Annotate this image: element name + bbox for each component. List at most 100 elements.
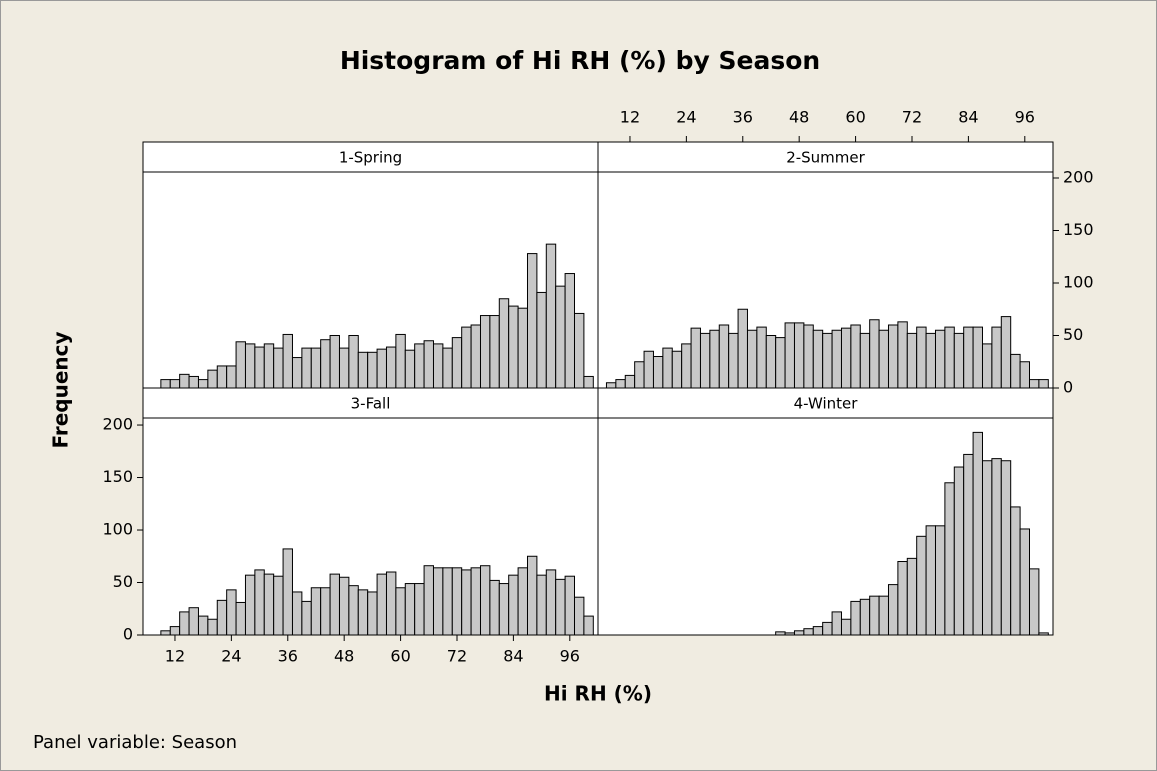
histogram-bar [207, 618, 218, 636]
histogram-bar [709, 329, 720, 389]
histogram-bar [254, 569, 265, 636]
histogram-bar [451, 337, 463, 389]
histogram-bar [963, 326, 974, 389]
histogram-bar [662, 347, 673, 389]
histogram-bar [517, 567, 528, 636]
histogram-bar [179, 373, 190, 389]
histogram-bar [756, 326, 767, 389]
histogram-bar [831, 611, 842, 636]
histogram-bar [404, 583, 416, 636]
histogram-bar [555, 285, 566, 389]
histogram-bar [291, 357, 303, 389]
histogram-bar [226, 365, 237, 389]
histogram-bar [859, 598, 871, 636]
x-tick-label: 12 [620, 108, 640, 127]
histogram-bar [953, 332, 965, 389]
histogram-bar [291, 591, 303, 636]
histogram-bar [925, 525, 936, 636]
panel-strip [142, 387, 599, 419]
histogram-bar [348, 334, 359, 389]
x-tick-label: 48 [334, 647, 354, 666]
histogram-bar [878, 329, 889, 389]
histogram-bar [897, 561, 908, 636]
histogram-bar [728, 332, 739, 389]
panel-title: 1-Spring [339, 149, 402, 167]
histogram-bar [615, 379, 626, 389]
x-tick-label: 84 [503, 647, 523, 666]
histogram-bar [991, 458, 1002, 636]
x-tick-label: 84 [958, 108, 978, 127]
histogram-bar [395, 587, 406, 636]
y-tick-label: 0 [1063, 378, 1073, 397]
histogram-bar [461, 569, 472, 636]
histogram-bar [536, 574, 547, 636]
histogram-bar [564, 273, 575, 389]
y-tick-label: 0 [123, 625, 133, 644]
histogram-bar [216, 365, 228, 389]
histogram-bar [906, 557, 918, 636]
histogram-bar [526, 555, 538, 636]
histogram-bar [1000, 316, 1012, 389]
histogram-bar [1038, 379, 1049, 389]
x-tick-label: 96 [1015, 108, 1035, 127]
histogram-bar [367, 591, 378, 636]
histogram-bar [812, 329, 824, 389]
histogram-bar [812, 626, 824, 636]
histogram-bar [273, 347, 284, 389]
histogram-bar [432, 567, 444, 636]
histogram-bar [583, 375, 594, 389]
histogram-bar [470, 567, 481, 636]
histogram-bar [972, 431, 983, 636]
histogram-bar [963, 453, 974, 636]
histogram-bar [784, 322, 795, 389]
x-tick-label: 12 [165, 647, 185, 666]
histogram-bar [887, 324, 899, 389]
histogram-bar [944, 482, 955, 636]
histogram-bar [822, 621, 833, 636]
histogram-bar [681, 343, 692, 389]
panel-title: 4-Winter [794, 395, 859, 413]
histogram-bar [991, 326, 1002, 389]
histogram-bar [263, 573, 275, 636]
histogram-bar [470, 324, 481, 389]
histogram-bar [423, 340, 434, 389]
histogram-bar [254, 346, 265, 389]
histogram-bar [385, 571, 397, 636]
x-tick-label: 24 [221, 647, 241, 666]
histogram-bar [188, 607, 199, 636]
histogram-bar [310, 347, 322, 389]
histogram-bar [916, 535, 927, 636]
panel-strip [142, 141, 599, 173]
histogram-bar [244, 343, 256, 389]
x-axis-label: Hi RH (%) [544, 682, 652, 706]
histogram-bar [793, 322, 805, 389]
histogram-bar [1028, 568, 1040, 636]
histogram-bar [878, 595, 889, 636]
histogram-bar [840, 327, 852, 389]
histogram-bar [718, 324, 730, 389]
histogram-bar [244, 574, 256, 636]
y-axis-label: Frequency [49, 331, 73, 448]
histogram-bar [357, 351, 369, 389]
histogram-bar [508, 574, 519, 636]
y-tick-label: 100 [1063, 272, 1094, 291]
histogram-bar [605, 382, 617, 389]
y-tick-label: 50 [113, 572, 133, 591]
histogram-bar [179, 611, 190, 636]
histogram-bar [573, 596, 585, 636]
histogram-bar [1000, 460, 1012, 636]
y-tick-label: 150 [102, 467, 133, 486]
histogram-bar [1019, 361, 1030, 389]
histogram-bar [671, 350, 683, 389]
histogram-bar [498, 583, 510, 636]
histogram-bar [461, 326, 472, 389]
histogram-bar [555, 578, 566, 636]
histogram-bar [376, 348, 387, 389]
x-tick-label: 96 [560, 647, 580, 666]
histogram-bar [822, 332, 833, 389]
histogram-bar [545, 243, 557, 389]
histogram-bar [944, 326, 955, 389]
histogram-bar [775, 337, 786, 389]
histogram-bar [869, 319, 880, 389]
histogram-bar [357, 589, 369, 636]
